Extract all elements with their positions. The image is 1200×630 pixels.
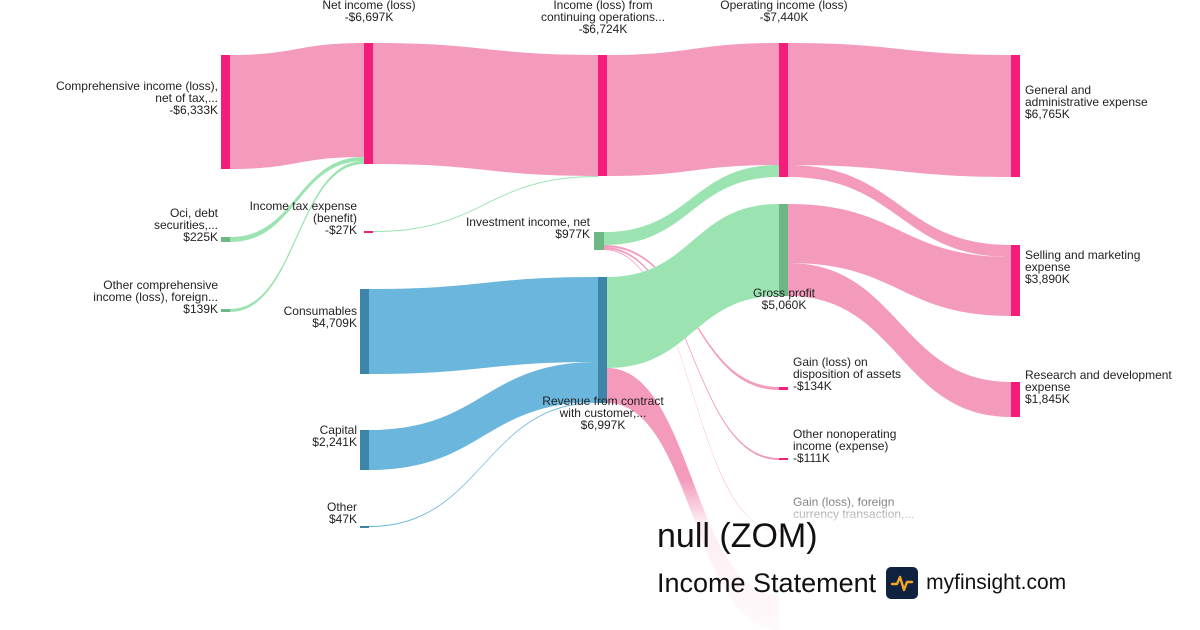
sankey-link-investment-to-fx_gain bbox=[604, 249, 779, 531]
sankey-link-gross_profit-to-rd bbox=[788, 263, 1011, 417]
node-label-oci_other: Other comprehensive income (loss), foreig… bbox=[93, 278, 218, 316]
sankey-node-gain_assets bbox=[779, 387, 788, 390]
sankey-link-net_income-to-cont_ops bbox=[373, 43, 598, 176]
sankey-node-tax bbox=[364, 231, 373, 233]
sankey-link-oci_other-to-net_income bbox=[230, 161, 364, 312]
sankey-node-ga bbox=[1011, 55, 1020, 177]
sankey-node-oci_other bbox=[221, 309, 230, 312]
node-label-rd: Research and development expense $1,845K bbox=[1025, 368, 1172, 406]
node-label-operating: Operating income (loss) -$7,440K bbox=[720, 0, 847, 24]
sankey-link-other-to-revenue bbox=[369, 402, 598, 527]
sankey-link-oci_debt-to-net_income bbox=[230, 157, 364, 242]
sankey-node-investment bbox=[594, 232, 604, 250]
sankey-link-tax-to-cont_ops bbox=[373, 176, 598, 232]
sankey-link-investment-to-operating bbox=[604, 165, 779, 245]
sankey-node-capital bbox=[360, 430, 369, 470]
node-label-other: Other $47K bbox=[327, 500, 357, 526]
node-label-sm: Selling and marketing expense $3,890K bbox=[1025, 248, 1140, 286]
node-label-capital: Capital $2,241K bbox=[312, 423, 357, 449]
company-title: null (ZOM) bbox=[657, 517, 818, 555]
sankey-node-revenue bbox=[598, 277, 607, 403]
node-label-gross_profit: Gross profit $5,060K bbox=[753, 286, 816, 312]
brand-block: null (ZOM) Income Statement myfinsight.c… bbox=[657, 517, 1197, 627]
sankey-node-oci_debt bbox=[221, 237, 230, 242]
site-name-link[interactable]: myfinsight.com bbox=[926, 571, 1067, 594]
sankey-node-sm bbox=[1011, 245, 1020, 316]
sankey-node-consumables bbox=[360, 289, 369, 374]
sankey-link-investment-to-other_nonop bbox=[604, 247, 779, 460]
sankey-link-capital-to-revenue bbox=[369, 362, 598, 470]
node-label-tax: Income tax expense (benefit) -$27K bbox=[250, 199, 358, 237]
sankey-nodes bbox=[221, 43, 1020, 532]
sankey-node-other_nonop bbox=[779, 458, 788, 460]
subtitle-row: Income Statement myfinsight.com bbox=[657, 567, 1066, 599]
node-label-cont_ops: Income (loss) from continuing operations.… bbox=[541, 0, 665, 36]
sankey-links bbox=[230, 43, 1011, 630]
sankey-node-cont_ops bbox=[598, 55, 607, 176]
sankey-link-operating-to-ga bbox=[788, 43, 1011, 177]
sankey-link-comprehensive-to-net_income bbox=[230, 43, 364, 169]
sankey-node-rd bbox=[1011, 382, 1020, 417]
sankey-node-operating bbox=[779, 43, 788, 177]
sankey-node-comprehensive bbox=[221, 55, 230, 169]
node-label-net_income: Net income (loss) -$6,697K bbox=[322, 0, 415, 24]
sankey-link-gross_profit-to-sm bbox=[788, 204, 1011, 316]
node-label-investment: Investment income, net $977K bbox=[466, 215, 591, 241]
sankey-node-net_income bbox=[364, 43, 373, 164]
node-label-revenue: Revenue from contract with customer,... $6… bbox=[542, 394, 664, 432]
node-label-gain_assets: Gain (loss) on disposition of assets -$134… bbox=[793, 355, 901, 393]
sankey-link-cont_ops-to-operating bbox=[607, 43, 779, 176]
brand-fade-overlay bbox=[640, 480, 1200, 630]
statement-subtitle: Income Statement bbox=[657, 567, 877, 598]
node-label-other_nonop: Other nonoperating income (expense) -$111K bbox=[793, 427, 896, 465]
node-label-consumables: Consumables $4,709K bbox=[284, 304, 357, 330]
node-label-oci_debt: Oci, debt securities,... $225K bbox=[154, 206, 219, 244]
sankey-node-gross_profit bbox=[779, 204, 788, 296]
sankey-link-revenue-to-gross_profit bbox=[607, 204, 779, 368]
sankey-link-consumables-to-revenue bbox=[369, 277, 598, 374]
node-label-ga: General and administrative expense $6,765K bbox=[1025, 83, 1148, 121]
sankey-node-other bbox=[360, 526, 369, 528]
pulse-icon bbox=[886, 567, 919, 599]
sankey-link-operating-to-sm bbox=[788, 165, 1011, 257]
node-label-comprehensive: Comprehensive income (loss), net of tax,.… bbox=[56, 79, 218, 117]
